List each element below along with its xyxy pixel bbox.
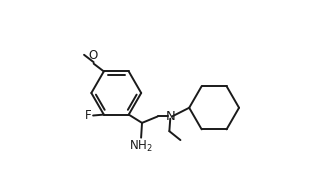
Text: O: O <box>88 49 98 62</box>
Text: NH$_2$: NH$_2$ <box>129 139 152 154</box>
Text: F: F <box>85 109 92 122</box>
Text: N: N <box>165 110 175 123</box>
